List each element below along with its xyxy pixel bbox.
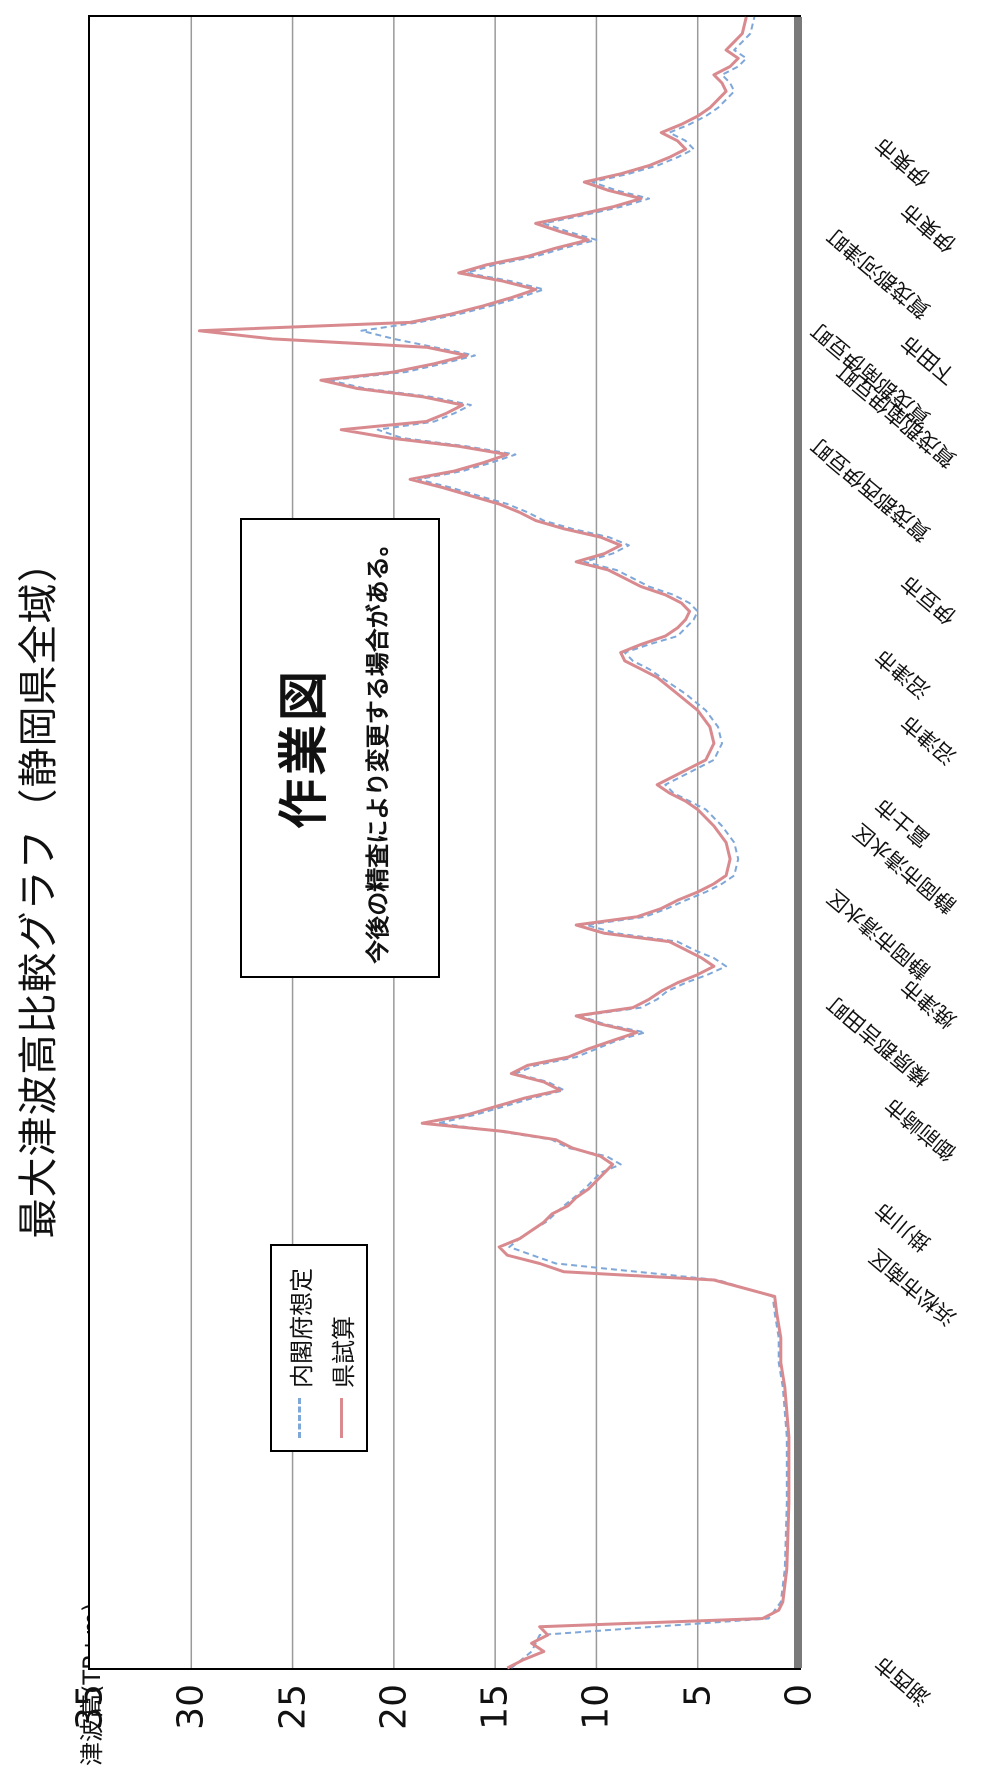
legend-label: 県試算 bbox=[329, 1316, 358, 1388]
plot-area: 作業図 今後の精査により変更する場合がある。 内閣府想定 県試算 bbox=[88, 15, 802, 1670]
y-tick-label: 20 bbox=[373, 1684, 415, 1730]
x-category-label: 湖西市 bbox=[870, 1651, 935, 1711]
notice-text: 今後の精査により変更する場合がある。 bbox=[364, 532, 392, 964]
x-category-label: 浜松市南区 bbox=[864, 1244, 961, 1331]
x-category-label: 沼津市 bbox=[870, 644, 935, 704]
y-tick-label: 5 bbox=[677, 1684, 719, 1707]
x-category-label: 御前崎市 bbox=[880, 1093, 961, 1166]
x-category-label: 伊東市 bbox=[896, 198, 961, 258]
x-category-label: 伊東市 bbox=[870, 132, 935, 192]
x-category-label: 伊豆市 bbox=[896, 569, 961, 629]
legend-item-prefecture: 県試算 bbox=[326, 1316, 358, 1438]
x-category-label: 賀茂郡西伊豆町 bbox=[806, 433, 935, 547]
legend-swatch-dashed bbox=[297, 1398, 301, 1438]
chart-title: 最大津波高比較グラフ（静岡県全域） bbox=[16, 541, 62, 1239]
y-tick-label: 35 bbox=[69, 1684, 111, 1730]
x-category-label: 焼津市 bbox=[896, 974, 961, 1034]
notice-box: 作業図 今後の精査により変更する場合がある。 bbox=[240, 518, 440, 978]
x-category-label: 静岡市清水区 bbox=[822, 884, 935, 984]
x-category-label: 下田市 bbox=[896, 330, 961, 390]
legend: 内閣府想定 県試算 bbox=[270, 1244, 368, 1452]
y-tick-label: 10 bbox=[575, 1684, 617, 1730]
x-category-label: 沼津市 bbox=[896, 710, 961, 770]
y-tick-label: 15 bbox=[474, 1684, 516, 1730]
y-tick-label: 25 bbox=[272, 1684, 314, 1730]
legend-label: 内閣府想定 bbox=[287, 1268, 316, 1388]
y-tick-label: 30 bbox=[170, 1684, 212, 1730]
legend-swatch-solid bbox=[339, 1398, 343, 1438]
notice-heading: 作業図 bbox=[275, 667, 333, 829]
y-tick-label: 0 bbox=[778, 1684, 820, 1707]
series-line-1 bbox=[197, 16, 791, 1670]
plot-svg bbox=[190, 16, 802, 1670]
legend-item-cabinet-office: 内閣府想定 bbox=[284, 1268, 316, 1438]
x-category-label: 賀茂郡河津町 bbox=[822, 223, 935, 324]
